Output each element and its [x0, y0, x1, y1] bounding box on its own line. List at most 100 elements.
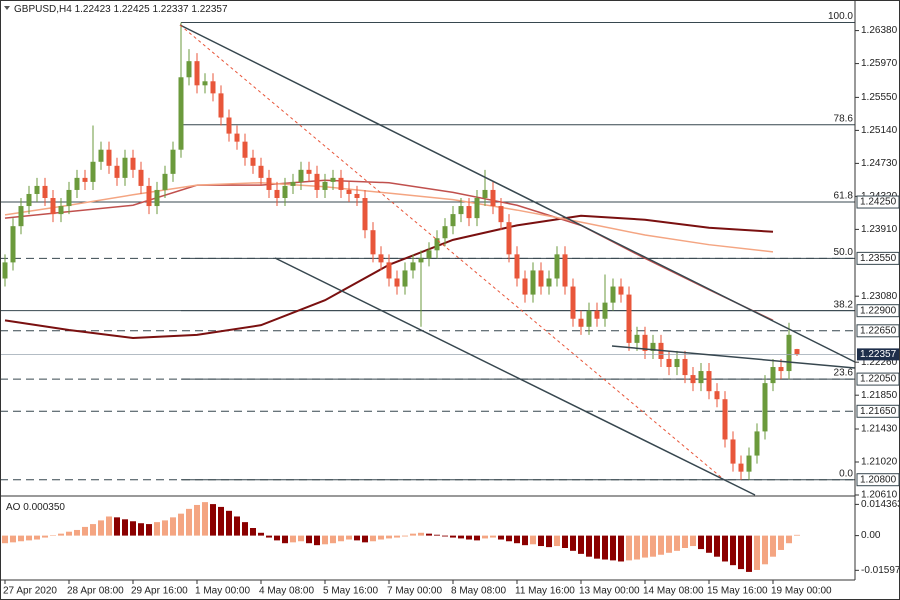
candle-body — [682, 358, 688, 376]
candle-body — [354, 193, 360, 198]
ao-bar — [650, 535, 656, 557]
candle-body — [754, 431, 760, 456]
ao-bar — [346, 535, 352, 540]
candle-body — [546, 278, 552, 287]
ao-bar — [578, 535, 584, 554]
ao-bar — [498, 535, 504, 540]
candle-body — [722, 399, 728, 440]
ao-bar — [258, 532, 264, 536]
y-tick-label: 1.26380 — [861, 25, 898, 36]
candle-body — [562, 254, 568, 287]
candle-body — [138, 169, 144, 186]
trendline — [274, 257, 756, 496]
ao-bar — [562, 535, 568, 548]
candle-body — [522, 278, 528, 295]
ao-bar — [434, 534, 440, 536]
candle-body — [218, 93, 224, 118]
candle-body — [586, 310, 592, 327]
ao-bar — [754, 535, 760, 570]
menu-arrow[interactable] — [4, 6, 10, 10]
header: GBPUSD,H4 1.22423 1.22425 1.22337 1.2235… — [14, 4, 228, 15]
ao-bar — [642, 535, 648, 558]
y-tick-label: 1.25550 — [861, 92, 898, 103]
candle-body — [2, 262, 8, 279]
candle-body — [66, 189, 72, 207]
ao-bar — [186, 508, 192, 536]
x-tick-label: 19 May 00:00 — [771, 586, 832, 597]
ao-bar — [546, 535, 552, 548]
candle-body — [690, 375, 696, 384]
ao-bar — [50, 535, 56, 536]
fib-label: 61.8 — [834, 191, 854, 202]
y-tick-label: 1.21020 — [861, 457, 898, 468]
candle-body — [538, 270, 544, 287]
ao-bar — [98, 520, 104, 536]
ao-bar — [162, 520, 168, 536]
ao-bar — [226, 510, 232, 536]
ao-bar — [666, 535, 672, 553]
ao-bar — [658, 535, 664, 555]
x-tick-label: 29 Apr 16:00 — [131, 586, 188, 597]
ao-bar — [602, 535, 608, 560]
ao-bar — [794, 534, 800, 536]
candle-body — [242, 141, 248, 158]
candle-body — [186, 61, 192, 78]
candle-body — [642, 334, 648, 351]
ao-bar — [370, 535, 376, 542]
candle-body — [122, 157, 128, 178]
ao-bar — [178, 513, 184, 536]
candle-body — [370, 230, 376, 255]
ao-bar — [338, 535, 344, 542]
ao-bar — [722, 535, 728, 562]
ao-bar — [762, 535, 768, 565]
candle-body — [770, 367, 776, 384]
candle-body — [434, 238, 440, 251]
ao-bar — [106, 516, 112, 536]
candle-body — [274, 189, 280, 198]
candle-body — [338, 177, 344, 190]
level-box — [856, 304, 900, 318]
ao-bar — [202, 502, 208, 536]
y-tick-label: 1.25970 — [861, 58, 898, 69]
y-tick-label: 1.21850 — [861, 390, 898, 401]
candle-body — [90, 161, 96, 182]
ao-bar — [322, 535, 328, 545]
candle-body — [114, 165, 120, 178]
level-box — [856, 251, 900, 265]
level-label: 1.22650 — [860, 325, 897, 336]
ao-bar — [618, 535, 624, 562]
fib-label: 0.0 — [839, 468, 853, 479]
candle-body — [394, 278, 400, 287]
ao-bar — [706, 535, 712, 553]
level-box — [856, 473, 900, 487]
ao-bar — [450, 535, 456, 538]
price-label: 1.22357 — [860, 349, 897, 360]
ao-bar — [682, 535, 688, 548]
ao-bar — [274, 535, 280, 541]
ao-header: AO 0.000350 — [6, 502, 65, 513]
candle-body — [130, 157, 136, 170]
candle-body — [290, 181, 296, 186]
ao-bar — [354, 535, 360, 541]
ao-bar — [42, 535, 48, 538]
ao-bar — [586, 535, 592, 557]
trendline — [179, 24, 856, 363]
ao-bar — [122, 519, 128, 536]
fib-label: 78.6 — [834, 113, 854, 124]
candle-body — [426, 250, 432, 259]
ao-bar — [34, 535, 40, 540]
ao-bar — [474, 535, 480, 541]
ao-bar — [738, 535, 744, 570]
candle-body — [194, 61, 200, 86]
ao-bar — [90, 524, 96, 536]
level-box — [856, 195, 900, 209]
candle-body — [258, 165, 264, 178]
candle-body — [778, 367, 784, 372]
ao-bar — [250, 528, 256, 536]
level-label: 1.20800 — [860, 474, 897, 485]
x-tick-label: 14 May 08:00 — [643, 586, 704, 597]
candle-body — [314, 173, 320, 190]
ao-bar — [786, 535, 792, 544]
candle-body — [202, 81, 208, 86]
candle-body — [306, 169, 312, 174]
